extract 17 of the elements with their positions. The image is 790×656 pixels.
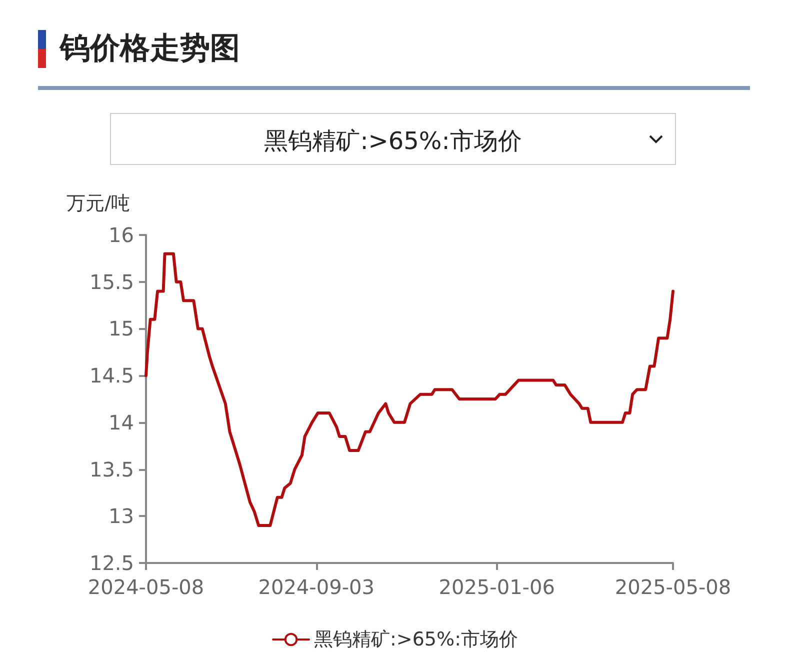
x-tick-label: 2024-05-08 — [88, 575, 204, 599]
x-tick-label: 2024-09-03 — [258, 575, 374, 599]
chart-title: 钨价格走势图 — [60, 30, 240, 68]
y-tick-label: 12.5 — [89, 551, 134, 575]
legend-label: 黑钨精矿:>65%:市场价 — [314, 628, 518, 650]
line-series — [144, 252, 674, 528]
x-tick-label: 2025-05-08 — [614, 575, 732, 599]
y-tick-label: 13 — [108, 504, 134, 528]
y-tick-label: 14 — [108, 410, 134, 434]
y-tick-label: 16 — [108, 223, 134, 247]
y-tick-label: 14.5 — [89, 364, 134, 388]
y-tick-label: 15.5 — [89, 270, 134, 294]
y-tick-label: 15 — [108, 316, 134, 341]
chart-subtitle: 黑钨精矿:>65%:市场价 — [263, 126, 523, 157]
x-tick-label: 2025-01-06 — [438, 575, 555, 599]
y-tick-label: 13.5 — [89, 457, 134, 482]
y-axis-title: 万元/吨 — [66, 192, 130, 214]
